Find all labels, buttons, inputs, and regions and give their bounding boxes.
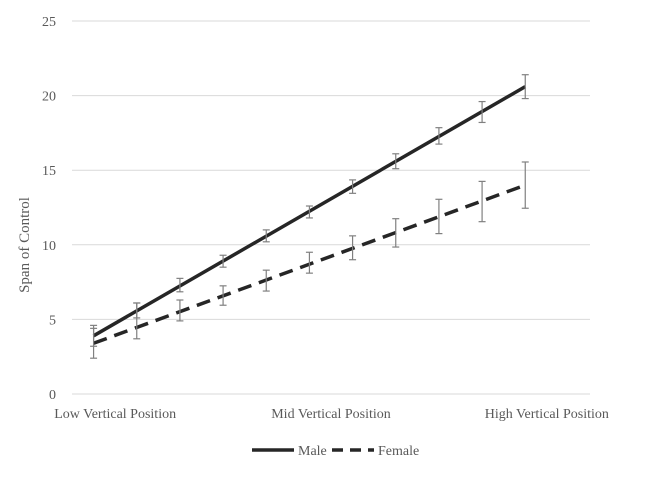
y-tick-label-0: 0 [49, 388, 56, 403]
error-bar-female-6 [349, 235, 357, 261]
legend-label-female: Female [378, 444, 419, 459]
error-bar-male-4 [262, 229, 270, 243]
error-bar-female-9 [478, 180, 486, 223]
x-tick-label-1: Mid Vertical Position [271, 407, 391, 422]
x-axis-tick-labels: Low Vertical Position Mid Vertical Positi… [54, 407, 609, 422]
error-bar-male-3 [219, 254, 227, 268]
error-bar-female-1 [133, 302, 141, 340]
y-tick-label-3: 15 [42, 164, 56, 179]
error-bar-female-10 [521, 161, 529, 209]
error-bar-female-7 [392, 218, 400, 248]
legend-label-male: Male [298, 444, 327, 459]
grid-lines [72, 20, 590, 395]
x-tick-label-0: Low Vertical Position [54, 407, 176, 422]
error-bar-female-3 [219, 285, 227, 306]
series-female [90, 161, 529, 359]
error-bar-male-9 [478, 100, 486, 124]
y-tick-label-1: 5 [49, 313, 56, 328]
error-bar-female-8 [435, 198, 443, 235]
error-bar-female-2 [176, 299, 184, 322]
error-bars-female [90, 161, 529, 359]
y-axis-title: Span of Control [17, 197, 33, 293]
error-bar-male-6 [349, 179, 357, 194]
legend: Male Female [252, 444, 419, 459]
error-bar-female-4 [262, 269, 270, 292]
legend-item-female: Female [332, 444, 419, 459]
y-tick-label-4: 20 [42, 90, 56, 105]
error-bar-male-8 [435, 127, 443, 145]
x-tick-label-2: High Vertical Position [485, 407, 609, 422]
y-tick-label-5: 25 [42, 15, 56, 30]
y-axis-tick-labels: 0 5 10 15 20 25 [42, 15, 56, 403]
y-tick-label-2: 10 [42, 239, 56, 254]
error-bars-male [90, 74, 529, 347]
error-bar-male-5 [305, 205, 313, 219]
legend-item-male: Male [252, 444, 327, 459]
series-group [90, 74, 529, 359]
series-male [90, 74, 529, 347]
error-bar-male-10 [521, 74, 529, 100]
error-bar-male-2 [176, 277, 184, 293]
error-bar-male-7 [392, 153, 400, 170]
error-bar-female-0 [90, 327, 98, 359]
error-bar-female-5 [305, 251, 313, 274]
